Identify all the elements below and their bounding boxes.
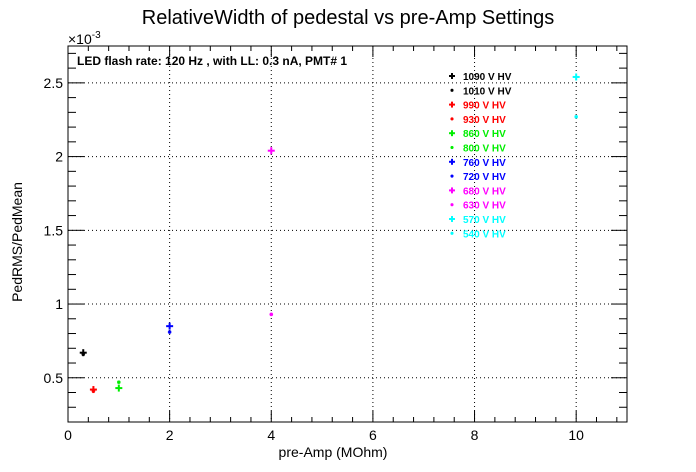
legend-marker	[450, 231, 454, 235]
legend-label: 860 V HV	[463, 129, 506, 140]
data-point	[91, 389, 96, 393]
legend-marker	[449, 158, 455, 165]
legend-label: 680 V HV	[463, 186, 506, 197]
x-tick-label: 4	[267, 427, 275, 443]
axis-ticks	[67, 46, 627, 423]
legend-marker	[450, 88, 454, 92]
data-point	[574, 114, 578, 119]
x-tick-label: 0	[64, 427, 72, 443]
legend-marker	[450, 117, 454, 121]
legend-label: 1090 V HV	[463, 72, 512, 83]
y-tick-label: 2.5	[44, 75, 64, 91]
plot-frame	[67, 45, 628, 423]
legend-marker	[450, 174, 454, 178]
legend-label: 800 V HV	[463, 144, 506, 155]
data-point	[117, 380, 121, 384]
data-point	[167, 330, 172, 334]
chart-title: RelativeWidth of pedestal vs pre-Amp Set…	[142, 7, 554, 29]
data-point	[115, 384, 123, 392]
legend-marker	[449, 101, 455, 108]
y-axis-label: PedRMS/PedMean	[9, 182, 25, 302]
chart-annotation: LED flash rate: 120 Hz , with LL: 0.3 nA…	[77, 54, 347, 68]
y-tick-label: 0.5	[44, 370, 64, 386]
legend-label: 1010 V HV	[463, 86, 512, 97]
data-point	[269, 312, 274, 317]
data-point	[267, 147, 275, 155]
y-tick-label: 1.5	[44, 222, 64, 238]
y-tick-label: 1	[55, 296, 63, 312]
legend-marker	[449, 216, 455, 222]
legend-marker	[450, 145, 454, 150]
legend-label: 570 V HV	[463, 215, 506, 226]
y-tick-label: 2	[55, 149, 63, 165]
y-exponent-label: ×10-3	[68, 30, 101, 47]
legend-label: 630 V HV	[463, 201, 506, 212]
legend-label: 930 V HV	[463, 115, 506, 126]
x-tick-label: 2	[166, 427, 174, 443]
x-tick-label: 10	[568, 427, 584, 443]
legend-label: 540 V HV	[463, 229, 506, 240]
x-tick-labels: 0 2 4 6 8 10	[64, 427, 584, 443]
data-point	[572, 73, 580, 81]
y-tick-labels: 0.5 1 1.5 2 2.5	[44, 75, 64, 386]
legend-marker	[449, 130, 455, 137]
x-tick-label: 6	[369, 427, 377, 443]
legend-marker	[449, 73, 455, 79]
data-point	[81, 352, 86, 356]
legend-label: 720 V HV	[463, 172, 506, 183]
legend-marker	[450, 203, 454, 207]
legend-label: 990 V HV	[463, 101, 506, 112]
legend: 1090 V HV 1010 V HV 990 V HV 930 V HV 860 V …	[449, 72, 512, 240]
data-point	[166, 322, 174, 330]
x-axis-label: pre-Amp (MOhm)	[279, 444, 388, 460]
data-points	[79, 73, 580, 394]
legend-marker	[449, 187, 455, 194]
x-tick-label: 8	[471, 427, 479, 443]
legend-label: 760 V HV	[463, 158, 506, 169]
